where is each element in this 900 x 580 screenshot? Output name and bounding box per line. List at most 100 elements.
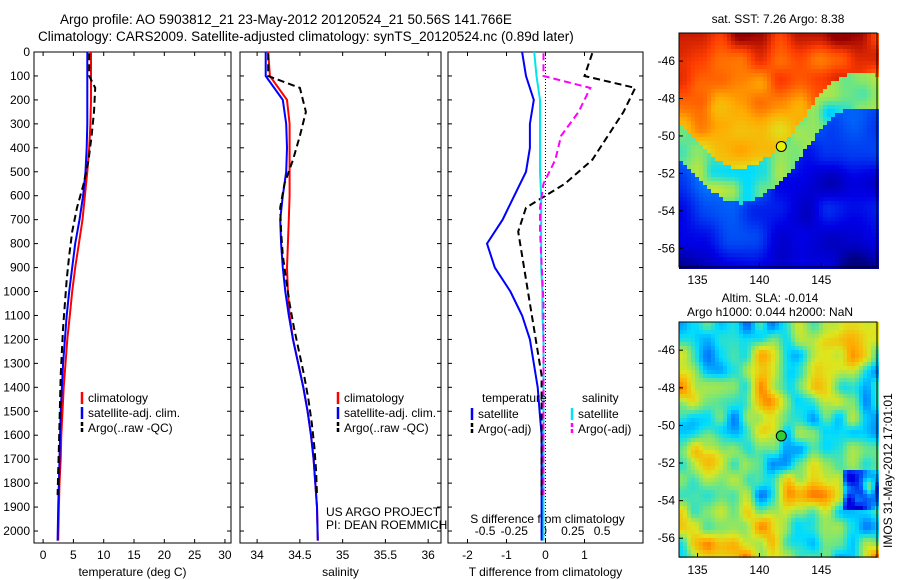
heatmap-cell — [803, 149, 807, 153]
heatmap-cell — [831, 213, 835, 217]
heatmap-cell — [787, 398, 791, 402]
heatmap-cell — [783, 334, 787, 338]
heatmap-cell — [687, 169, 691, 173]
heatmap-cell — [723, 97, 727, 101]
heatmap-cell — [835, 157, 839, 161]
heatmap-cell — [699, 378, 703, 382]
heatmap-cell — [715, 45, 719, 49]
heatmap-cell — [751, 426, 755, 430]
heatmap-cell — [823, 261, 827, 265]
heatmap-cell — [743, 374, 747, 378]
heatmap-cell — [731, 101, 735, 105]
heatmap-cell — [807, 149, 811, 153]
heatmap-cell — [747, 446, 751, 450]
heatmap-cell — [863, 105, 867, 109]
heatmap-cell — [727, 382, 731, 386]
heatmap-cell — [795, 458, 799, 462]
heatmap-cell — [763, 326, 767, 330]
heatmap-cell — [759, 33, 763, 37]
heatmap-cell — [871, 221, 875, 225]
heatmap-cell — [775, 442, 779, 446]
heatmap-cell — [779, 113, 783, 117]
heatmap-cell — [679, 261, 683, 265]
heatmap-cell — [843, 390, 847, 394]
heatmap-cell — [871, 133, 875, 137]
heatmap-cell — [751, 350, 755, 354]
heatmap-cell — [687, 65, 691, 69]
heatmap-cell — [799, 241, 803, 245]
heatmap-cell — [831, 69, 835, 73]
heatmap-cell — [835, 77, 839, 81]
heatmap-cell — [827, 249, 831, 253]
heatmap-cell — [755, 382, 759, 386]
heatmap-cell — [735, 358, 739, 362]
heatmap-cell — [795, 217, 799, 221]
heatmap-cell — [735, 233, 739, 237]
heatmap-cell — [755, 125, 759, 129]
heatmap-cell — [855, 149, 859, 153]
heatmap-cell — [839, 149, 843, 153]
heatmap-cell — [827, 185, 831, 189]
heatmap-cell — [703, 177, 707, 181]
legend-label: Argo(..raw -QC) — [344, 421, 429, 435]
heatmap-cell — [739, 89, 743, 93]
heatmap-cell — [727, 177, 731, 181]
heatmap-cell — [731, 49, 735, 53]
heatmap-cell — [807, 97, 811, 101]
heatmap-cell — [775, 386, 779, 390]
heatmap-cell — [791, 101, 795, 105]
heatmap-cell — [827, 322, 831, 326]
heatmap-cell — [719, 394, 723, 398]
heatmap-cell — [683, 241, 687, 245]
heatmap-cell — [763, 117, 767, 121]
heatmap-cell — [747, 213, 751, 217]
heatmap-cell — [795, 330, 799, 334]
heatmap-cell — [851, 410, 855, 414]
heatmap-cell — [747, 366, 751, 370]
heatmap-cell — [747, 65, 751, 69]
heatmap-cell — [759, 450, 763, 454]
heatmap-cell — [871, 410, 875, 414]
heatmap-cell — [683, 65, 687, 69]
heatmap-cell — [839, 65, 843, 69]
heatmap-cell — [711, 173, 715, 177]
heatmap-cell — [699, 338, 703, 342]
heatmap-cell — [807, 177, 811, 181]
heatmap-cell — [743, 390, 747, 394]
heatmap-cell — [863, 49, 867, 53]
heatmap-cell — [755, 85, 759, 89]
heatmap-cell — [867, 394, 871, 398]
heatmap-cell — [735, 241, 739, 245]
heatmap-cell — [763, 249, 767, 253]
heatmap-cell — [739, 181, 743, 185]
heatmap-cell — [735, 177, 739, 181]
x-tick-label: 5 — [70, 548, 77, 562]
heatmap-cell — [751, 326, 755, 330]
heatmap-cell — [719, 462, 723, 466]
heatmap-cell — [815, 422, 819, 426]
heatmap-cell — [795, 97, 799, 101]
heatmap-cell — [751, 221, 755, 225]
heatmap-cell — [699, 326, 703, 330]
heatmap-cell — [779, 85, 783, 89]
heatmap-cell — [859, 358, 863, 362]
heatmap-cell — [723, 358, 727, 362]
heatmap-cell — [695, 33, 699, 37]
heatmap-cell — [771, 261, 775, 265]
heatmap-cell — [779, 81, 783, 85]
heatmap-cell — [779, 181, 783, 185]
heatmap-cell — [719, 101, 723, 105]
heatmap-cell — [707, 386, 711, 390]
heatmap-cell — [707, 77, 711, 81]
heatmap-cell — [871, 454, 875, 458]
heatmap-cell — [831, 33, 835, 37]
heatmap-cell — [859, 137, 863, 141]
heatmap-cell — [699, 414, 703, 418]
heatmap-cell — [711, 197, 715, 201]
heatmap-cell — [715, 326, 719, 330]
heatmap-cell — [803, 442, 807, 446]
heatmap-cell — [823, 382, 827, 386]
heatmap-cell — [839, 442, 843, 446]
heatmap-cell — [863, 245, 867, 249]
heatmap-cell — [803, 450, 807, 454]
